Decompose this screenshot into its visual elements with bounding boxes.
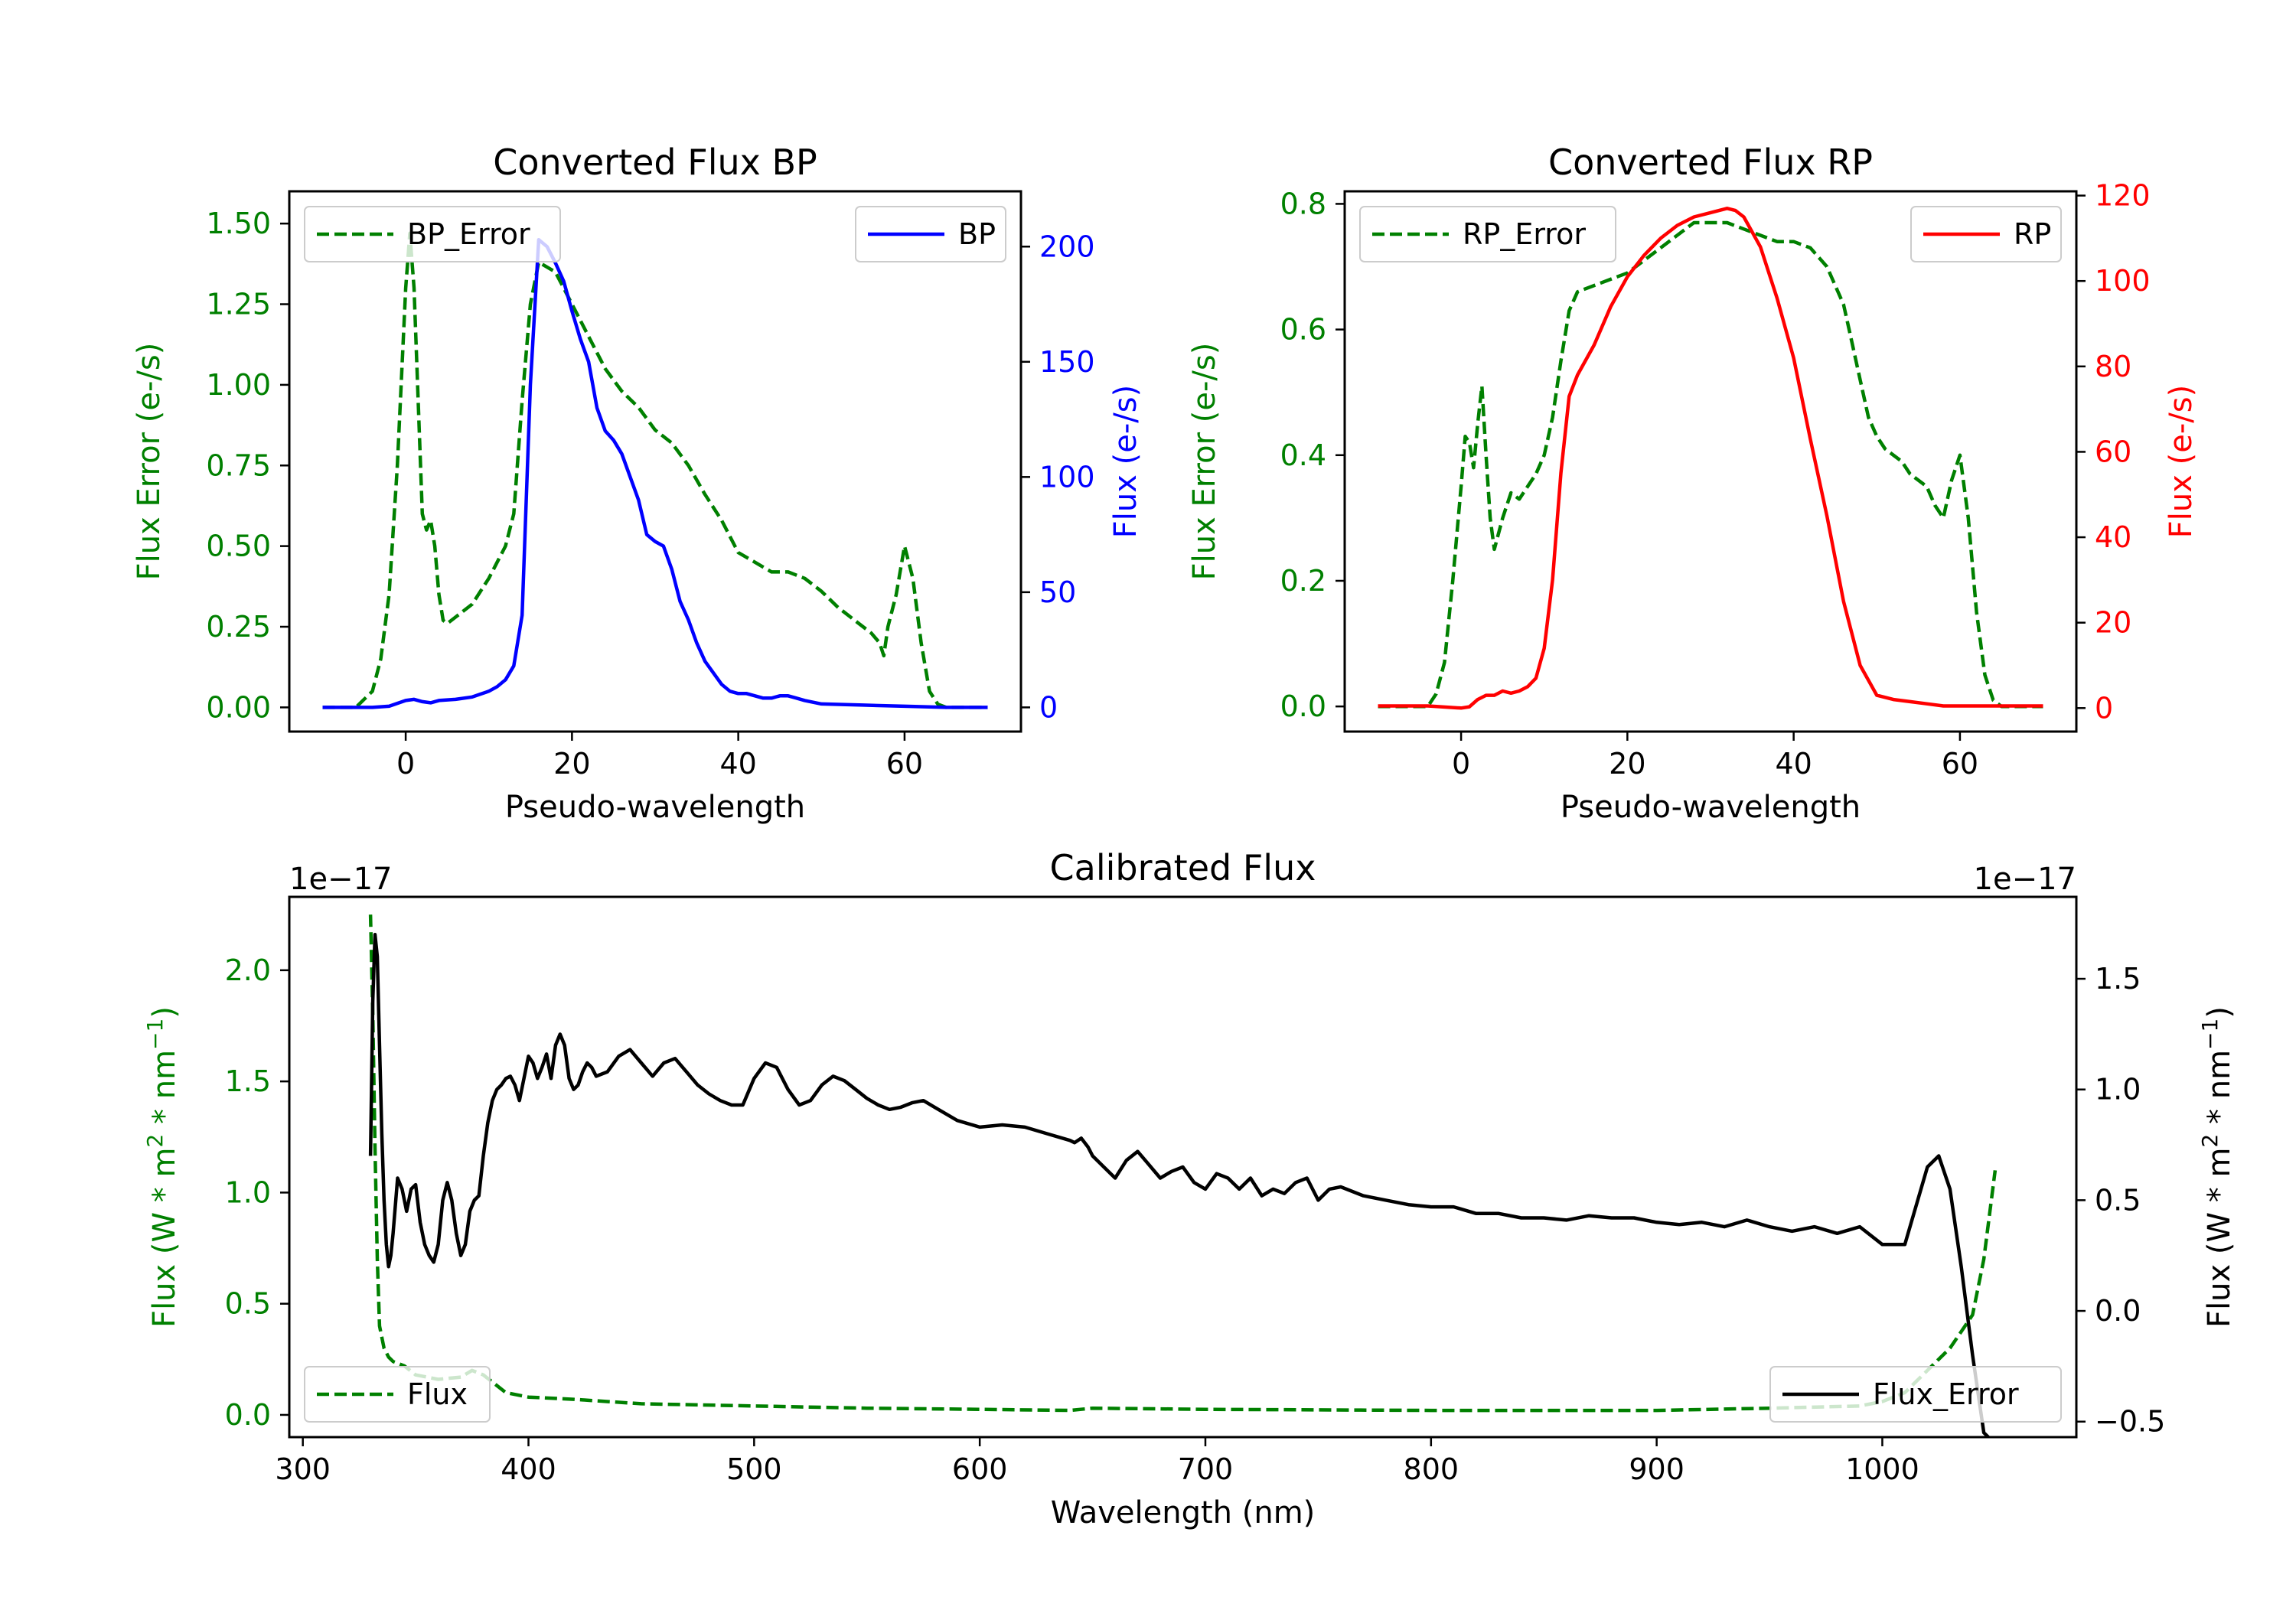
axes-frame	[288, 190, 1022, 733]
legend-box	[1769, 1366, 2062, 1423]
y-right-tick-label: 80	[2095, 350, 2131, 383]
legend-label: BP_Error	[407, 217, 530, 251]
x-tick-label: 0	[1452, 747, 1470, 781]
y-left-tick-label: 0.75	[206, 448, 271, 482]
series-rp	[1378, 207, 2043, 710]
x-tick-label: 60	[886, 747, 923, 781]
chart-title: Calibrated Flux	[1050, 847, 1316, 888]
y-right-tick-label: 20	[2095, 606, 2131, 640]
x-tick-label: 40	[1775, 747, 1812, 781]
y-left-tick-label: 0.2	[1280, 564, 1326, 598]
y-left-tick-label: 1.00	[206, 368, 271, 402]
y-right-offset-text: 1e−17	[1974, 862, 2076, 897]
y-left-tick-label: 0.0	[225, 1398, 271, 1432]
x-axis-label: Pseudo-wavelength	[1561, 790, 1861, 825]
legend-label: BP	[958, 217, 996, 251]
y-right-tick-label: 100	[1039, 460, 1095, 494]
y-right-tick-label: 200	[1039, 230, 1095, 263]
y-right-tick-label: 150	[1039, 345, 1095, 379]
y-right-axis-label: Flux (W * m2 * nm−1)	[2197, 1006, 2238, 1328]
x-tick-label: 40	[719, 747, 756, 781]
x-axis-label: Wavelength (nm)	[1051, 1495, 1316, 1530]
panel-rp: 0 20 40 60 0.0 0.2 0.4 0.6 0.8 0 20 40 60 80 100 120 Con…	[1187, 142, 2199, 825]
x-tick-label: 60	[1942, 747, 1978, 781]
y-left-axis-label: Flux Error (e-/s)	[1187, 343, 1222, 581]
y-right-tick-label: 0.0	[2095, 1294, 2141, 1328]
y-right-tick-label: 60	[2095, 435, 2131, 468]
legend-right: Flux_Error	[1769, 1366, 2062, 1423]
x-tick-label: 300	[275, 1452, 331, 1486]
series-rp-error	[1378, 220, 2043, 709]
series-bp	[322, 237, 988, 709]
chart-title: Converted Flux BP	[493, 142, 817, 183]
x-tick-label: 1000	[1845, 1452, 1919, 1486]
series-flux-error	[368, 914, 1998, 1413]
x-tick-label: 500	[726, 1452, 782, 1486]
y-right-axis-label: Flux (e-/s)	[1108, 385, 1143, 538]
axes-frame	[1343, 190, 2078, 733]
x-tick-label: 400	[501, 1452, 556, 1486]
legend-label: Flux	[407, 1377, 468, 1411]
panel-calibrated: 300 400 500 600 700 800 900 1000 0.0 0.5 1.0 1.5 2.0…	[142, 847, 2238, 1530]
chart-title: Converted Flux RP	[1548, 142, 1873, 183]
y-left-tick-label: 1.0	[225, 1175, 271, 1209]
y-right-tick-label: 0	[2095, 691, 2113, 725]
y-left-tick-label: 1.50	[206, 207, 271, 240]
y-left-tick-label: 0.50	[206, 530, 271, 563]
legend-box	[1359, 206, 1616, 262]
legend-left: RP_Error	[1359, 206, 1616, 262]
legend-right: RP	[1910, 206, 2062, 262]
y-left-axis-label: Flux Error (e-/s)	[132, 343, 167, 581]
y-right-tick-label: 100	[2095, 264, 2151, 298]
x-tick-label: 600	[952, 1452, 1008, 1486]
y-right-tick-label: 1.5	[2095, 962, 2141, 996]
y-right-tick-label: −0.5	[2095, 1405, 2165, 1439]
legend-box	[304, 1366, 491, 1423]
y-left-tick-label: 2.0	[225, 953, 271, 987]
x-axis-label: Pseudo-wavelength	[505, 790, 805, 825]
x-tick-label: 800	[1404, 1452, 1459, 1486]
y-left-tick-label: 0.4	[1280, 438, 1326, 472]
y-left-tick-label: 0.6	[1280, 313, 1326, 347]
y-right-tick-label: 0.5	[2095, 1183, 2141, 1217]
y-left-tick-label: 0.0	[1280, 689, 1326, 723]
x-tick-label: 20	[553, 747, 590, 781]
y-left-axis-label: Flux (W * m2 * nm−1)	[142, 1006, 183, 1328]
x-tick-label: 20	[1609, 747, 1645, 781]
y-right-axis-label: Flux (e-/s)	[2164, 385, 2199, 538]
y-left-tick-label: 0.25	[206, 610, 271, 644]
y-right-tick-label: 0	[1039, 690, 1058, 724]
y-right-tick-label: 50	[1039, 575, 1076, 609]
x-tick-label: 700	[1178, 1452, 1234, 1486]
legend-right: BP	[855, 206, 1006, 262]
series-bp-error	[322, 231, 988, 709]
legend-box	[304, 206, 561, 262]
y-left-tick-label: 1.5	[225, 1064, 271, 1098]
y-left-offset-text: 1e−17	[289, 862, 392, 897]
legend-label: RP_Error	[1463, 217, 1586, 251]
axes-frame	[288, 895, 2078, 1439]
legend-left: BP_Error	[304, 206, 561, 262]
legend-label: RP	[2014, 217, 2051, 251]
series-flux	[368, 932, 1991, 1437]
x-tick-label: 900	[1629, 1452, 1684, 1486]
y-left-tick-label: 0.5	[225, 1287, 271, 1321]
legend-left: Flux	[304, 1366, 491, 1423]
legend-label: Flux_Error	[1873, 1377, 2019, 1411]
y-left-tick-label: 0.00	[206, 690, 271, 724]
y-right-tick-label: 1.0	[2095, 1073, 2141, 1107]
x-tick-label: 0	[396, 747, 415, 781]
y-left-tick-label: 1.25	[206, 288, 271, 321]
y-right-tick-label: 120	[2095, 179, 2151, 213]
y-left-tick-label: 0.8	[1280, 187, 1326, 220]
y-right-tick-label: 40	[2095, 520, 2131, 554]
panel-bp: 0 20 40 60 0.00 0.25 0.50 0.75 1.00 1.25 1.50 0 50 10…	[132, 142, 1143, 825]
